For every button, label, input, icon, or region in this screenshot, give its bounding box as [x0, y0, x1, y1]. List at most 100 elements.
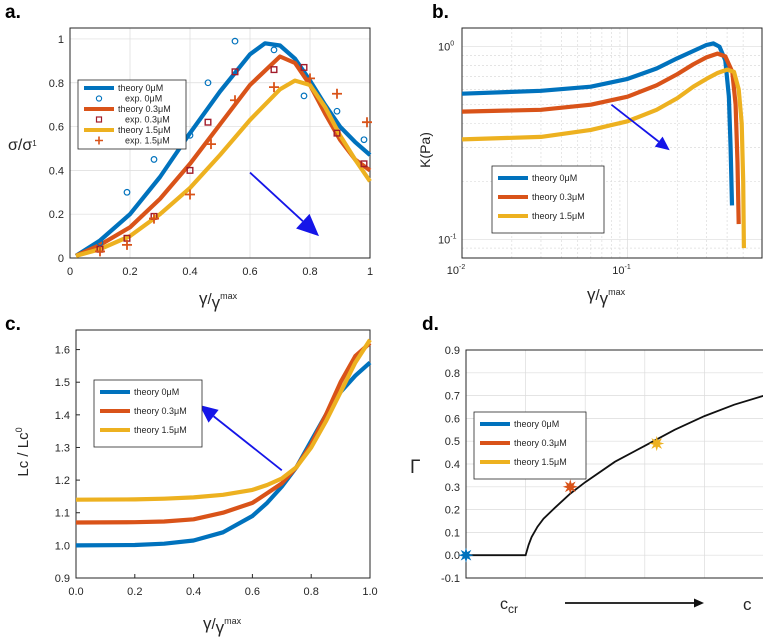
y-axis-label-sub: 1 [32, 139, 37, 148]
trend-arrow-head [199, 405, 219, 423]
trend-arrow-shaft [249, 171, 304, 222]
data-marker [562, 479, 578, 495]
y-tick-label: 0.5 [445, 436, 460, 448]
y-tick-label: 0.7 [445, 391, 460, 403]
x-axis-label-sup: max [608, 287, 626, 297]
panel-letter: c. [5, 314, 21, 335]
y-axis-label-text: σ/σ [8, 137, 32, 154]
x-axis-label-left-text: c [500, 596, 508, 613]
x-axis-label: γ/γmax [199, 289, 238, 312]
y-tick-label: 1.5 [55, 377, 70, 389]
panel-a: a. 0 0.2 0.4 0.6 0.8 1 0 0.2 0.4 0.6 0.8 1 theory 0μM… [5, 2, 373, 312]
y-axis-label: σ/σ1 [8, 137, 37, 154]
data-point [231, 68, 239, 76]
legend: theory 0μM theory 0.3μM theory 1.5μM [491, 165, 605, 234]
y-tick-label: 0.3 [445, 482, 460, 494]
x-axis-label-sup: max [224, 616, 242, 626]
y-tick-label: 100 [438, 41, 454, 54]
data-point [300, 92, 308, 100]
tick-base: 10 [447, 265, 459, 277]
data-point [333, 107, 341, 115]
data-point [122, 239, 132, 250]
tick-exp: -1 [450, 233, 456, 240]
legend-label: theory 0.3μM [118, 104, 171, 114]
data-point [362, 117, 372, 128]
data-point [332, 88, 342, 99]
tick-exp: 0 [450, 41, 454, 48]
data-point [95, 246, 105, 257]
data-point [360, 136, 368, 144]
data-point [300, 63, 308, 71]
x-axis-label-den: γ [216, 618, 225, 637]
x-tick-label: 0.2 [122, 266, 137, 278]
data-point [206, 139, 216, 150]
legend-marker [95, 95, 103, 102]
x-axis-label-sup: max [220, 291, 238, 301]
data-point [185, 189, 195, 200]
y-tick-label: 1.2 [55, 475, 70, 487]
trend-arrow-shaft [610, 103, 660, 143]
x-tick-label: 0 [67, 266, 73, 278]
tick-exp: -2 [459, 264, 465, 271]
data-marker [458, 547, 474, 563]
x-axis-label-den: γ [212, 293, 221, 312]
panel-letter: b. [432, 2, 449, 23]
x-axis-label-den: γ [600, 289, 609, 308]
x-axis-label-num: γ [203, 614, 212, 633]
data-point [96, 239, 104, 247]
x-tick-label: 0.8 [304, 586, 319, 598]
y-tick-label: 0.9 [55, 573, 70, 585]
legend-label: exp. 0μM [125, 94, 162, 104]
data-point [186, 131, 194, 139]
x-axis-label: γ/γmax [587, 285, 626, 308]
legend-label: theory 0μM [514, 419, 559, 429]
trend-arrow-head [654, 136, 670, 151]
data-point [270, 46, 278, 54]
data-point [149, 213, 159, 224]
x-axis-label-left: ccr [500, 596, 518, 616]
plot-area [69, 27, 371, 259]
data-point [305, 73, 315, 84]
legend: theory 0μM theory 0.3μM theory 1.5μM [473, 411, 587, 480]
y-tick-label: 0.1 [445, 527, 460, 539]
x-tick-label: 0.8 [302, 266, 317, 278]
x-axis-label-num: γ [199, 289, 208, 308]
x-tick-label: 0.2 [127, 586, 142, 598]
legend-label: exp. 1.5μM [125, 136, 170, 146]
y-tick-label: -0.1 [441, 573, 460, 585]
trend-arrow-shaft [213, 415, 283, 472]
y-tick-label: 0 [58, 253, 64, 265]
y-axis-label: K(Pa) [417, 132, 433, 168]
x-tick-label: 0.6 [245, 586, 260, 598]
series-line [75, 338, 372, 502]
x-axis-label: γ/γmax [203, 614, 242, 637]
y-axis-label-text: Lc / Lc [15, 432, 32, 477]
x-axis-label-slash: / [596, 287, 601, 304]
y-axis-label-sup: 0 [14, 427, 24, 432]
data-point [360, 160, 368, 168]
x-tick-label: 10-1 [612, 264, 631, 277]
x-tick-label: 1 [367, 266, 373, 278]
data-point [123, 188, 131, 196]
y-tick-label: 0.2 [445, 505, 460, 517]
x-axis-label-left-sub: cr [508, 602, 518, 616]
x-axis-label-slash: / [212, 616, 217, 633]
legend-label: theory 0.3μM [514, 438, 567, 448]
x-axis-label-num: γ [587, 285, 596, 304]
y-tick-label: 1.0 [55, 540, 70, 552]
y-tick-label: 0.6 [445, 413, 460, 425]
legend-label: theory 1.5μM [134, 425, 187, 435]
legend-label: theory 1.5μM [514, 457, 567, 467]
panel-d: d. -0.1 0.0 0.1 0.2 0.3 0.4 0.5 0.6 0.7 0.8 0.9 theo… [410, 314, 763, 616]
x-tick-label: 10-2 [447, 264, 466, 277]
data-point [333, 129, 341, 137]
legend-box [77, 79, 187, 150]
y-tick-label: 1.4 [55, 410, 70, 422]
legend-label: theory 0.3μM [134, 406, 187, 416]
legend-label: theory 0.3μM [532, 192, 585, 202]
tick-base: 10 [438, 42, 450, 54]
y-tick-label: 0.9 [445, 345, 460, 357]
plot-area [461, 27, 763, 259]
data-point [150, 156, 158, 163]
